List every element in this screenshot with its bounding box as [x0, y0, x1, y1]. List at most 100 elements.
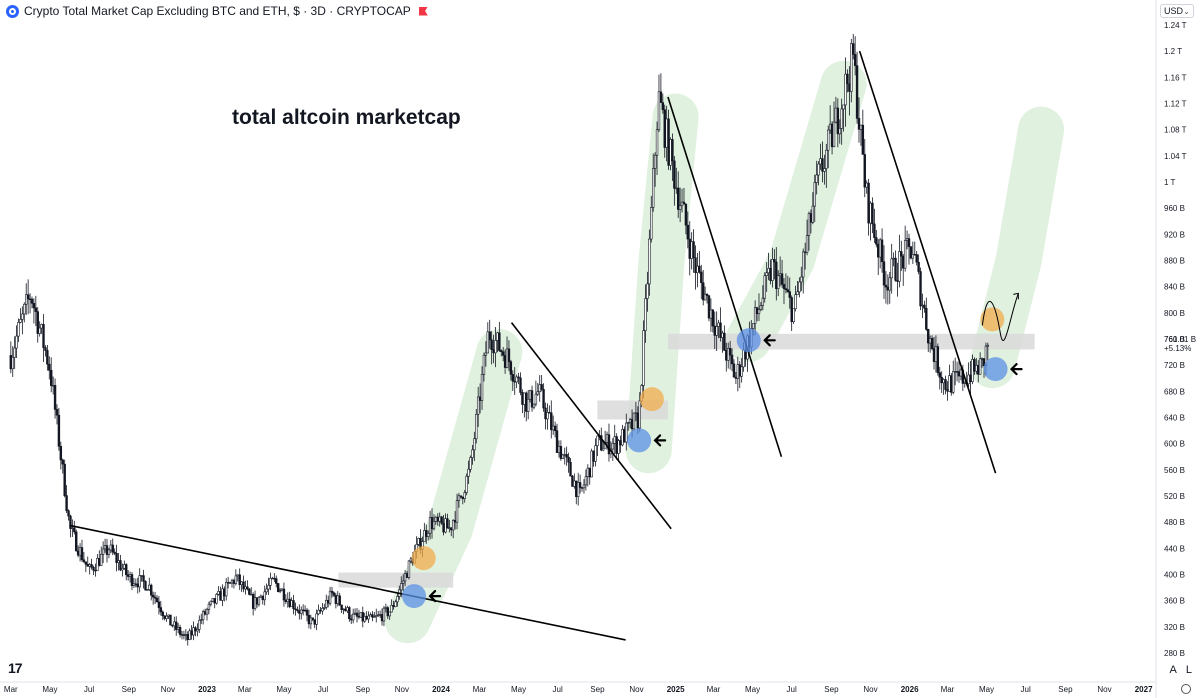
- candle-body-482: [936, 346, 940, 373]
- candle-body-218: [428, 517, 432, 534]
- candle-body-187: [369, 614, 372, 617]
- candle-body-182: [359, 612, 363, 618]
- candle-body-73: [150, 584, 153, 596]
- candle-body-235: [461, 496, 464, 499]
- settings-gear-icon[interactable]: [1181, 684, 1191, 694]
- candle-body-9: [26, 294, 30, 300]
- candle-body-323: [630, 419, 634, 430]
- candle-body-277: [542, 389, 545, 409]
- candle-body-221: [434, 516, 438, 522]
- candle-body-41: [88, 564, 91, 567]
- candle-body-1: [11, 356, 14, 370]
- y-tick-label-23: 1.2 T: [1164, 47, 1182, 56]
- candle-body-396: [771, 259, 774, 281]
- y-tick-label-5: 480 B: [1164, 518, 1185, 527]
- candle-body-417: [811, 205, 815, 223]
- tradingview-logo-icon[interactable]: 17: [8, 660, 23, 676]
- candle-body-197: [388, 611, 391, 617]
- candle-body-443: [861, 124, 865, 155]
- candle-body-379: [738, 364, 741, 377]
- candle-body-386: [752, 323, 755, 329]
- candle-body-407: [792, 308, 795, 323]
- candle-body-83: [169, 614, 172, 626]
- candle-body-78: [159, 607, 163, 613]
- candle-body-180: [355, 612, 359, 617]
- candle-body-148: [294, 608, 297, 610]
- candle-body-290: [567, 456, 570, 463]
- candle-body-375: [730, 354, 734, 365]
- arrow-left-icon-4: [1009, 362, 1023, 376]
- candle-body-135: [269, 577, 272, 586]
- candle-body-243: [476, 396, 480, 415]
- candle-body-81: [165, 615, 168, 619]
- x-tick-label-21: Sep: [824, 685, 839, 694]
- candle-body-44: [94, 569, 97, 572]
- candle-body-196: [386, 607, 389, 617]
- symbol-title[interactable]: Crypto Total Market Cap Excluding BTC an…: [24, 4, 411, 18]
- candle-body-389: [757, 309, 761, 315]
- candle-body-189: [373, 616, 376, 618]
- trendline-2: [510, 322, 672, 530]
- candle-body-120: [240, 581, 243, 585]
- candle-body-179: [353, 612, 357, 615]
- candle-body-34: [75, 531, 78, 552]
- candle-body-0: [9, 355, 13, 370]
- candle-body-13: [34, 307, 38, 312]
- x-tick-label-10: Nov: [395, 685, 409, 694]
- candle-body-356: [694, 257, 697, 274]
- candle-body-27: [61, 459, 64, 465]
- candle-body-471: [915, 254, 918, 263]
- candle-body-302: [590, 450, 593, 478]
- candle-body-94: [190, 630, 193, 636]
- candle-body-92: [186, 634, 189, 640]
- currency-selector[interactable]: USD ⌄: [1160, 4, 1194, 18]
- candle-body-5: [19, 319, 22, 323]
- candle-body-354: [690, 241, 693, 259]
- candle-body-175: [346, 607, 349, 612]
- candle-body-160: [317, 609, 320, 615]
- candle-body-53: [111, 544, 114, 553]
- candle-body-390: [759, 305, 763, 310]
- candle-body-378: [736, 364, 740, 379]
- log-scale-button[interactable]: L: [1185, 664, 1192, 676]
- flag-icon[interactable]: [418, 6, 428, 16]
- candle-body-397: [773, 259, 776, 263]
- candle-body-144: [286, 598, 289, 602]
- candle-body-149: [296, 609, 299, 611]
- candle-body-462: [898, 251, 901, 282]
- candle-body-411: [800, 276, 803, 283]
- blue-highlight-circle-1: [402, 584, 427, 609]
- candle-body-428: [832, 121, 836, 148]
- candle-body-424: [825, 149, 828, 169]
- candle-body-264: [517, 376, 520, 379]
- candle-body-505: [980, 358, 984, 360]
- candle-body-496: [963, 382, 966, 384]
- candle-body-169: [334, 595, 338, 604]
- x-tick-label-19: May: [745, 685, 760, 694]
- candle-body-11: [30, 298, 34, 304]
- candle-body-61: [126, 574, 130, 577]
- candle-body-338: [659, 91, 663, 103]
- candle-body-308: [601, 447, 605, 451]
- candle-body-204: [401, 580, 405, 584]
- candle-body-115: [230, 580, 234, 584]
- candle-body-100: [201, 611, 205, 621]
- candle-body-399: [777, 275, 780, 289]
- candle-body-228: [448, 527, 451, 529]
- candle-body-46: [98, 558, 101, 566]
- candle-body-133: [265, 588, 268, 593]
- candle-body-366: [713, 325, 716, 336]
- candle-body-90: [182, 634, 186, 636]
- auto-scale-button[interactable]: A: [1169, 664, 1177, 676]
- candle-body-267: [523, 392, 526, 405]
- candle-body-49: [103, 545, 107, 550]
- candle-body-311: [607, 434, 611, 455]
- candle-body-232: [455, 500, 459, 523]
- candle-body-454: [882, 261, 886, 286]
- y-tick-label-11: 720 B: [1164, 361, 1185, 370]
- candle-body-476: [925, 307, 928, 330]
- candle-body-22: [51, 385, 55, 387]
- candle-body-288: [563, 454, 566, 456]
- candle-body-198: [390, 605, 393, 613]
